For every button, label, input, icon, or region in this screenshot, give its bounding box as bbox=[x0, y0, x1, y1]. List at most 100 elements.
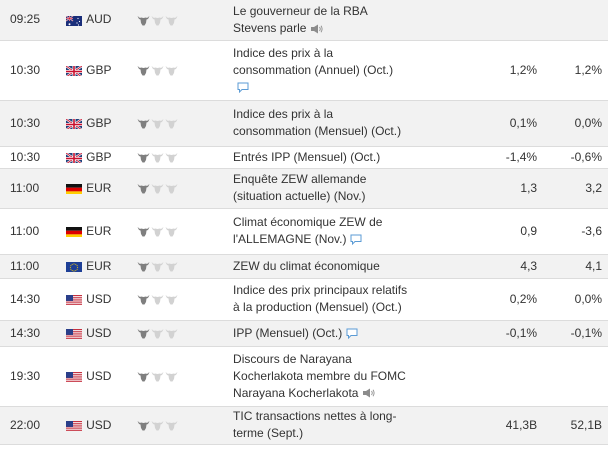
flag-cell bbox=[65, 168, 86, 208]
event-name-line: terme (Sept.) bbox=[233, 425, 456, 442]
event-time: 09:25 bbox=[10, 12, 41, 27]
comment-icon[interactable] bbox=[342, 326, 358, 340]
us-flag-icon bbox=[65, 328, 82, 339]
event-name-line: consommation (Annuel) (Oct.) bbox=[233, 62, 456, 79]
bull-icon bbox=[137, 11, 151, 28]
event-row[interactable]: 10:30 GBP Indice des prix à la consommation… bbox=[0, 100, 608, 146]
event-text: terme (Sept.) bbox=[233, 426, 304, 440]
bull-icon bbox=[151, 368, 165, 385]
event-text: consommation (Mensuel) (Oct.) bbox=[233, 124, 402, 138]
actual-value: 1,3 bbox=[520, 180, 538, 195]
bull-icon bbox=[137, 62, 151, 79]
uk-flag-icon bbox=[65, 151, 82, 163]
event-name[interactable]: Indice des prix à la consommation (Mensue… bbox=[233, 100, 456, 146]
importance-rating bbox=[137, 168, 233, 208]
event-text: Discours de Narayana bbox=[233, 351, 352, 366]
eu-flag-icon bbox=[65, 261, 82, 272]
australia-flag-icon bbox=[65, 15, 82, 26]
us-flag-icon bbox=[65, 294, 82, 305]
bull-icon bbox=[165, 115, 179, 132]
event-text: Indice des prix à la bbox=[233, 107, 334, 121]
bull-icon bbox=[165, 180, 179, 197]
flag-cell bbox=[65, 278, 86, 320]
forecast-value: 0,0% bbox=[574, 115, 602, 130]
germany-flag-icon bbox=[65, 183, 82, 194]
event-name[interactable]: ZEW du climat économique bbox=[233, 254, 456, 278]
event-name[interactable]: Enquête ZEW allemande (situation actuelle… bbox=[233, 168, 456, 208]
event-row[interactable]: 11:00 EUR ZEW du climat économique 4,3 4,1 bbox=[0, 254, 608, 278]
bull-icon bbox=[165, 417, 179, 434]
event-name[interactable]: Indice des prix à la consommation (Annuel… bbox=[233, 40, 456, 100]
actual-value: 0,9 bbox=[520, 223, 538, 238]
forecast-value: 3,2 bbox=[585, 180, 602, 195]
flag-cell bbox=[65, 320, 86, 346]
actual-value bbox=[456, 0, 541, 40]
forecast-value: -3,6 bbox=[581, 223, 602, 238]
actual-value: 41,3B bbox=[505, 417, 538, 432]
bull-icon bbox=[137, 180, 151, 197]
importance-rating bbox=[137, 0, 233, 40]
bull-icon bbox=[151, 11, 165, 28]
event-row[interactable]: 10:30 GBP Entrés IPP (Mensuel) (Oct.) -1,4%… bbox=[0, 146, 608, 168]
bull-icon bbox=[165, 291, 179, 308]
event-name[interactable]: IPP (Mensuel) (Oct.) bbox=[233, 320, 456, 346]
event-name-line: Enquête ZEW allemande bbox=[233, 171, 456, 188]
event-name[interactable]: Discours de Narayana Kocherlakota membre … bbox=[233, 346, 456, 406]
bull-icon bbox=[137, 291, 151, 308]
actual-value: 0,2% bbox=[509, 291, 538, 306]
event-text: TIC transactions nettes à long- bbox=[233, 409, 397, 423]
currency-code: GBP bbox=[86, 115, 112, 130]
event-name-line: ZEW du climat économique bbox=[233, 258, 456, 275]
event-row[interactable]: 09:25 AUD Le gouverneur de la RBA Stevens p… bbox=[0, 0, 608, 40]
event-name-line: à la production (Mensuel) (Oct.) bbox=[233, 299, 456, 316]
comment-icon[interactable] bbox=[346, 232, 362, 246]
event-text: Stevens parle bbox=[233, 20, 307, 35]
event-time: 19:30 bbox=[10, 368, 41, 383]
event-name-line: TIC transactions nettes à long- bbox=[233, 408, 456, 425]
event-time: 10:30 bbox=[10, 149, 41, 164]
speaker-icon[interactable] bbox=[306, 21, 324, 35]
event-text: Enquête ZEW allemande bbox=[233, 172, 367, 186]
uk-flag-icon bbox=[65, 117, 82, 129]
event-row[interactable]: 19:30 USD Discours de Narayana Kocherlakota… bbox=[0, 346, 608, 406]
event-name[interactable]: Entrés IPP (Mensuel) (Oct.) bbox=[233, 146, 456, 168]
actual-value: -1,4% bbox=[505, 149, 538, 164]
flag-cell bbox=[65, 146, 86, 168]
forecast-value: -0,6% bbox=[570, 149, 602, 164]
bull-icon bbox=[151, 115, 165, 132]
forecast-value bbox=[541, 346, 608, 406]
event-row[interactable]: 14:30 USD IPP (Mensuel) (Oct.) -0,1% -0,1% bbox=[0, 320, 608, 346]
currency-code: USD bbox=[86, 417, 112, 432]
bull-icon bbox=[151, 149, 165, 166]
forecast-value: 0,0% bbox=[574, 291, 602, 306]
event-time: 10:30 bbox=[10, 115, 41, 130]
speaker-icon[interactable] bbox=[358, 386, 376, 400]
currency-code: AUD bbox=[86, 12, 112, 27]
actual-value bbox=[456, 346, 541, 406]
bull-icon bbox=[151, 180, 165, 197]
us-flag-icon bbox=[65, 420, 82, 431]
importance-rating bbox=[137, 254, 233, 278]
importance-rating bbox=[137, 278, 233, 320]
event-name[interactable]: Indice des prix principaux relatifs à la … bbox=[233, 278, 456, 320]
bull-icon bbox=[165, 223, 179, 240]
actual-value: 1,2% bbox=[509, 62, 538, 77]
event-time: 22:00 bbox=[10, 417, 41, 432]
flag-cell bbox=[65, 100, 86, 146]
event-time: 14:30 bbox=[10, 291, 41, 306]
comment-icon[interactable] bbox=[233, 80, 249, 94]
event-name-line: consommation (Mensuel) (Oct.) bbox=[233, 123, 456, 140]
bull-icon bbox=[137, 325, 151, 342]
event-row[interactable]: 11:00 EUR Climat économique ZEW de l'ALLEMA… bbox=[0, 208, 608, 254]
bull-icon bbox=[151, 417, 165, 434]
event-name-line: Narayana Kocherlakota bbox=[233, 385, 456, 402]
event-name[interactable]: Le gouverneur de la RBA Stevens parle bbox=[233, 0, 456, 40]
event-name[interactable]: TIC transactions nettes à long-terme (Se… bbox=[233, 406, 456, 444]
event-row[interactable]: 10:30 GBP Indice des prix à la consommation… bbox=[0, 40, 608, 100]
event-name[interactable]: Climat économique ZEW de l'ALLEMAGNE (Nov… bbox=[233, 208, 456, 254]
event-row[interactable]: 22:00 USD TIC transactions nettes à long-t… bbox=[0, 406, 608, 444]
event-row[interactable]: 11:00 EUR Enquête ZEW allemande (situation … bbox=[0, 168, 608, 208]
event-row[interactable]: 14:30 USD Indice des prix principaux relat… bbox=[0, 278, 608, 320]
